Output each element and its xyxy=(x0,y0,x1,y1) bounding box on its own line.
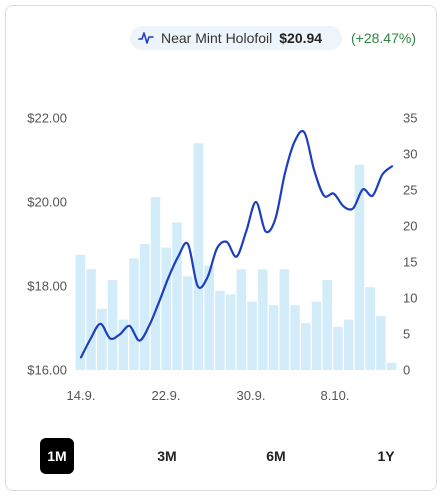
right-axis-tick-label: 35 xyxy=(403,111,417,126)
volume-bar xyxy=(236,269,247,370)
volume-bar xyxy=(225,294,236,370)
volume-bar xyxy=(301,323,311,370)
volume-bar xyxy=(97,308,107,370)
price-line-icon xyxy=(138,32,154,44)
volume-bar xyxy=(386,362,397,370)
volume-bar xyxy=(247,301,257,370)
price-change: (+28.47%) xyxy=(351,30,416,46)
left-axis-tick-label: $16.00 xyxy=(27,363,67,378)
range-button-1y[interactable]: 1Y xyxy=(369,438,403,474)
range-button-1m[interactable]: 1M xyxy=(40,438,74,474)
x-axis-tick-label: 14.9. xyxy=(67,388,96,403)
volume-bar xyxy=(150,197,161,370)
right-axis-tick-label: 15 xyxy=(403,255,417,270)
range-button-3m[interactable]: 3M xyxy=(150,438,184,474)
price-line-group xyxy=(79,129,394,359)
volume-bar xyxy=(279,269,290,370)
volume-bar xyxy=(311,301,322,370)
series-legend[interactable]: Near Mint Holofoil $20.94 xyxy=(130,26,342,50)
chart-card xyxy=(5,5,437,491)
right-axis-tick-label: 10 xyxy=(403,291,417,306)
volume-bar xyxy=(118,319,129,370)
volume-bar xyxy=(365,287,375,370)
x-axis-tick-label: 22.9. xyxy=(152,388,181,403)
volume-bar xyxy=(75,254,86,370)
volume-bar xyxy=(193,143,204,370)
left-axis-tick-label: $20.00 xyxy=(27,195,67,210)
x-axis-tick-label: 30.9. xyxy=(237,388,266,403)
volume-bar xyxy=(376,316,386,370)
price-volume-chart: $22.00$20.00$18.00$16.00 35302520151050 … xyxy=(27,111,417,404)
volume-bars xyxy=(75,143,397,370)
volume-bar xyxy=(215,290,225,370)
left-axis-labels: $22.00 $20.00 $18.00 $16.00 xyxy=(27,111,67,378)
volume-bar xyxy=(172,222,182,370)
volume-bar xyxy=(204,265,214,370)
x-axis-labels: 14.9. 22.9. 30.9. 8.10. xyxy=(67,388,350,403)
series-price: $20.94 xyxy=(279,30,323,46)
right-axis-tick-label: 5 xyxy=(403,327,410,342)
volume-bar xyxy=(140,244,150,370)
volume-bar xyxy=(343,319,354,370)
volume-bar xyxy=(268,305,279,370)
series-name: Near Mint Holofoil xyxy=(161,30,273,46)
volume-bar xyxy=(161,247,171,370)
volume-bar xyxy=(333,326,343,370)
volume-bar xyxy=(258,269,268,370)
right-axis-tick-label: 20 xyxy=(403,219,417,234)
left-axis-tick-label: $22.00 xyxy=(27,111,67,126)
right-axis-tick-label: 0 xyxy=(403,363,410,378)
x-axis-tick-label: 8.10. xyxy=(321,388,350,403)
right-axis-tick-label: 25 xyxy=(403,183,417,198)
volume-bar xyxy=(107,280,118,370)
range-button-6m[interactable]: 6M xyxy=(259,438,293,474)
volume-bar xyxy=(354,164,365,370)
volume-bar xyxy=(322,280,332,370)
volume-bar xyxy=(129,258,139,370)
right-axis-labels: 35 30 25 20 15 10 5 0 xyxy=(403,111,417,378)
volume-bar xyxy=(86,269,96,370)
volume-bar xyxy=(290,305,300,370)
right-axis-tick-label: 30 xyxy=(403,147,417,162)
left-axis-tick-label: $18.00 xyxy=(27,279,67,294)
volume-bar xyxy=(182,276,193,370)
range-selector: 1M 3M 6M 1Y xyxy=(0,438,442,474)
price-line xyxy=(79,129,394,359)
